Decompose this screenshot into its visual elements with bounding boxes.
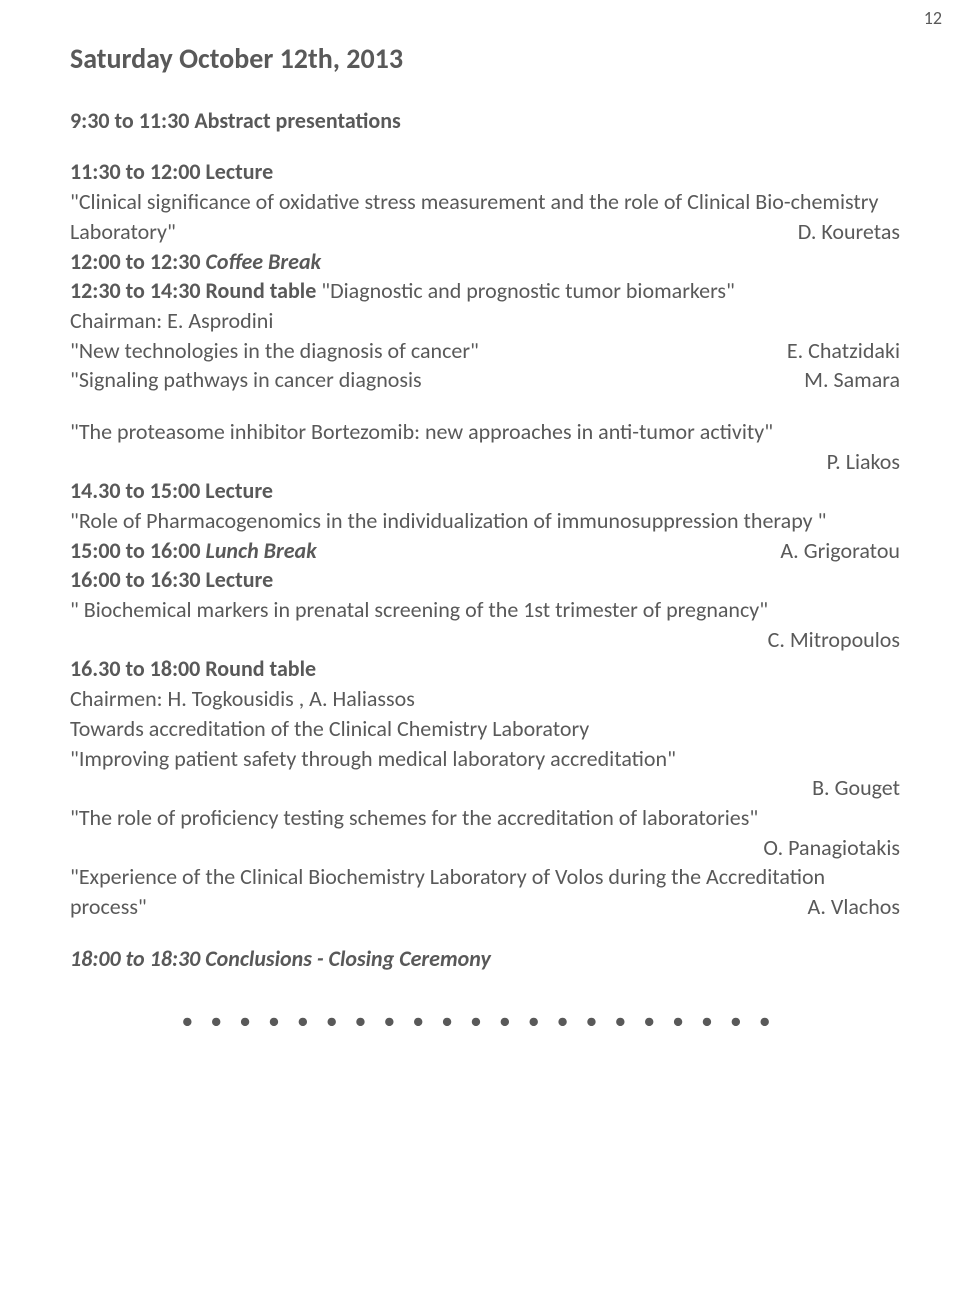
speaker-name: A. Grigoratou <box>780 536 900 566</box>
session-heading: 14.30 to 15:00 Lecture <box>70 476 900 506</box>
session-subtitle: Towards accreditation of the Clinical Ch… <box>70 714 900 744</box>
talk-title: "The role of proficiency testing schemes… <box>70 803 900 833</box>
talk-line: "Role of Pharmacogenomics in the individ… <box>70 506 900 536</box>
speaker-name: D. Kouretas <box>798 217 900 247</box>
talk-title: "New technologies in the diagnosis of ca… <box>70 336 479 366</box>
time-label: 12:30 to 14:30 Round table <box>70 277 316 304</box>
separator-dots: ●●●●●●●●●●●●●●●●●●●●● <box>70 1009 900 1033</box>
speaker-name: O. Panagiotakis <box>763 833 900 863</box>
speaker-name: B. Gouget <box>812 773 900 803</box>
talk-title: " Biochemical markers in prenatal screen… <box>70 595 900 625</box>
speaker-line: B. Gouget <box>70 773 900 803</box>
session-heading: 16.30 to 18:00 Round table <box>70 654 900 684</box>
speaker-name: C. Mitropoulos <box>768 625 900 655</box>
page-number: 12 <box>924 6 942 30</box>
session-heading: 16:00 to 16:30 Lecture <box>70 565 900 595</box>
speaker-name: P. Liakos <box>827 447 900 477</box>
break-label: Coffee Break <box>206 248 322 275</box>
speaker-line: O. Panagiotakis <box>70 833 900 863</box>
chairman-line: Chairman: E. Asprodini <box>70 306 900 336</box>
chairman-line: Chairmen: H. Togkousidis , A. Haliassos <box>70 684 900 714</box>
time-label: 12:00 to 12:30 <box>70 248 201 275</box>
speaker-line: P. Liakos <box>70 447 900 477</box>
talk-title: "Role of Pharmacogenomics in the individ… <box>70 507 826 534</box>
talk-title: "Clinical significance of oxidative stre… <box>70 188 878 245</box>
talk-title: "Experience of the Clinical Biochemistry… <box>70 863 825 920</box>
speaker-name: M. Samara <box>804 365 900 395</box>
talk-line: "New technologies in the diagnosis of ca… <box>70 336 900 366</box>
speaker-line: C. Mitropoulos <box>70 625 900 655</box>
talk-title: "The proteasome inhibitor Bortezomib: ne… <box>70 417 900 447</box>
page-title: Saturday October 12th, 2013 <box>70 40 900 78</box>
talk-line: "Experience of the Clinical Biochemistry… <box>70 862 900 921</box>
talk-title: "Improving patient safety through medica… <box>70 744 900 774</box>
speaker-name: A. Vlachos <box>807 892 900 922</box>
session-heading: 12:30 to 14:30 Round table "Diagnostic a… <box>70 276 900 306</box>
speaker-name: E. Chatzidaki <box>787 336 900 366</box>
time-label: 15:00 to 16:00 <box>70 537 201 564</box>
session-heading: 15:00 to 16:00 Lunch Break <box>70 536 900 566</box>
talk-line: "Clinical significance of oxidative stre… <box>70 187 900 246</box>
talk-line: "Signaling pathways in cancer diagnosis … <box>70 365 900 395</box>
session-heading: 12:00 to 12:30 Coffee Break <box>70 247 900 277</box>
break-label: Lunch Break <box>206 537 317 564</box>
session-subtitle: "Diagnostic and prognostic tumor biomark… <box>321 277 735 304</box>
session-heading: 11:30 to 12:00 Lecture <box>70 157 900 187</box>
session-heading: 9:30 to 11:30 Abstract presentations <box>70 106 900 136</box>
closing-line: 18:00 to 18:30 Conclusions - Closing Cer… <box>70 944 900 974</box>
talk-title: "Signaling pathways in cancer diagnosis <box>70 365 422 395</box>
